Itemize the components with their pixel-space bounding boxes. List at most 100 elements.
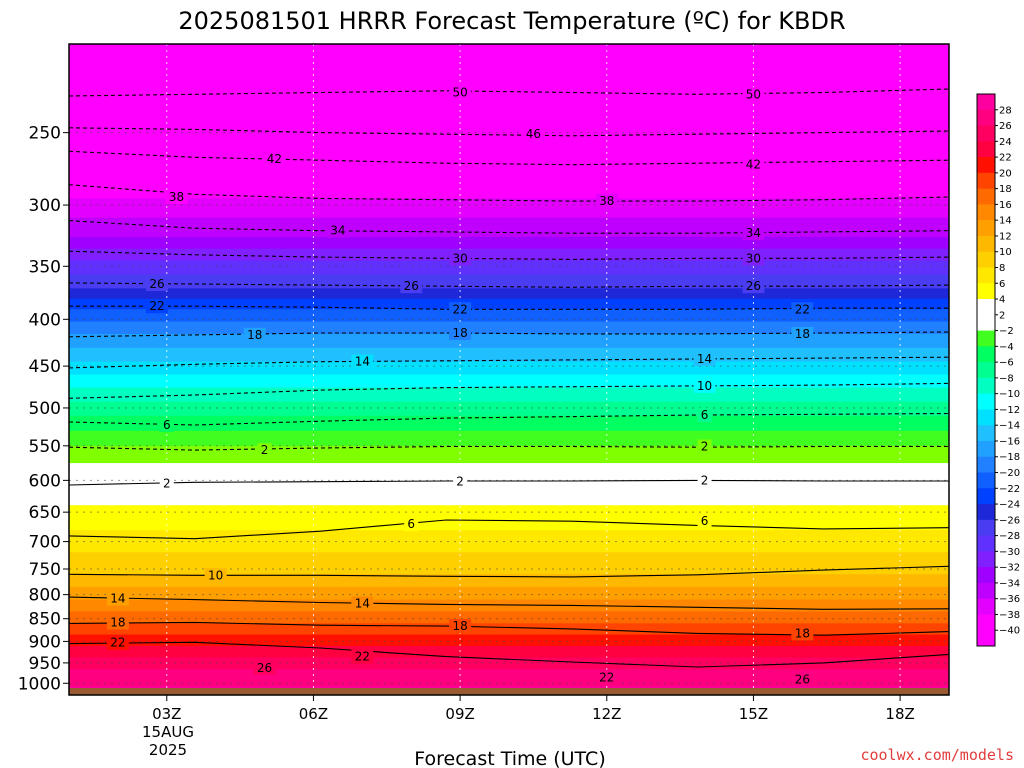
- temperature-band: [69, 451, 949, 458]
- ground-band: [69, 687, 949, 695]
- temperature-band: [69, 378, 949, 384]
- y-tick-label: 650: [29, 503, 61, 523]
- colorbar-frame: [976, 93, 996, 647]
- isotherm-label-bg: [253, 660, 276, 675]
- isotherm-label: 18: [110, 615, 125, 629]
- isotherm-label-bg: [449, 619, 472, 634]
- y-tick-label: 850: [29, 610, 61, 630]
- temperature-band: [69, 244, 949, 250]
- isotherm-line: [69, 479, 949, 486]
- temperature-band: [69, 90, 949, 101]
- colorbar-label: −34: [999, 578, 1020, 589]
- temperature-band: [69, 260, 949, 266]
- colorbar-label: −18: [999, 452, 1020, 463]
- isotherm-label: 22: [149, 299, 164, 313]
- temperature-band: [69, 480, 949, 490]
- temperature-band: [69, 44, 949, 54]
- isotherm-label: 18: [247, 328, 262, 342]
- temperature-band: [69, 603, 949, 609]
- temperature-band: [69, 682, 949, 687]
- temperature-band: [69, 396, 949, 403]
- temperature-band: [69, 352, 949, 358]
- y-tick-label: 550: [29, 437, 61, 457]
- isotherm-label-bg: [742, 279, 765, 294]
- temperature-band: [69, 591, 949, 596]
- colorbar-label: 2: [999, 310, 1005, 321]
- isotherm-label-bg: [693, 351, 716, 366]
- isotherm-label-bg: [595, 194, 618, 209]
- temperature-band: [69, 634, 949, 639]
- colorbar: 28 26 24 22 20 18 16 14 12 10 8 6 4 2 −2 −4 −6 −8 −10 −12 −1…: [976, 93, 1020, 647]
- temperature-band: [69, 224, 949, 232]
- colorbar-label: 26: [999, 121, 1012, 132]
- colorbar-swatch: [977, 267, 995, 284]
- colorbar-swatch: [977, 614, 995, 631]
- temperature-band: [69, 586, 949, 592]
- temperature-band: [69, 619, 949, 624]
- isotherm-label-bg: [351, 596, 374, 611]
- colorbar-label: −24: [999, 500, 1020, 511]
- isotherm-label: 14: [110, 592, 125, 606]
- chart-title: 2025081501 HRRR Forecast Temperature (ºC…: [178, 7, 845, 35]
- isotherm-label-bg: [146, 299, 168, 314]
- temperature-band: [69, 521, 949, 531]
- colorbar-label: −36: [999, 594, 1020, 605]
- x-axis: 03Z 06Z 09Z 12Z 15Z 18Z: [152, 695, 915, 723]
- colorbar-label: 10: [999, 247, 1012, 258]
- temperature-band: [69, 578, 949, 584]
- isotherm-label: 18: [795, 327, 810, 341]
- temperature-band: [69, 544, 949, 553]
- colorbar-label: −22: [999, 484, 1020, 495]
- temperature-band: [69, 513, 949, 523]
- colorbar-swatch: [977, 425, 995, 442]
- y-tick-label: 1000: [18, 674, 61, 694]
- y-tick-label: 400: [29, 310, 61, 330]
- y-tick-label: 350: [29, 257, 61, 277]
- colorbar-label: −2: [999, 326, 1014, 337]
- isotherm-label: 6: [163, 418, 171, 432]
- temperature-band: [69, 174, 949, 182]
- colorbar-swatch: [977, 109, 995, 126]
- temperature-band: [69, 142, 949, 149]
- x-tick-label: 09Z: [445, 705, 474, 723]
- temperature-band: [69, 211, 949, 219]
- colorbar-swatch: [977, 393, 995, 410]
- colorbar-swatch: [977, 504, 995, 521]
- temperature-band: [69, 158, 949, 164]
- y-tick-label: 450: [29, 357, 61, 377]
- temperature-band: [69, 370, 949, 376]
- temperature-band: [69, 420, 949, 427]
- isotherm-label-bg: [106, 591, 129, 606]
- temperature-band: [69, 365, 949, 371]
- temperature-band: [69, 279, 949, 285]
- y-tick-label: 500: [29, 399, 61, 419]
- temperature-band: [69, 121, 949, 128]
- isotherm-label: 26: [257, 661, 272, 675]
- temperature-band: [69, 147, 949, 154]
- colorbar-label: −32: [999, 563, 1020, 574]
- colorbar-swatch: [977, 299, 995, 316]
- isotherm-label: 14: [355, 355, 370, 369]
- isotherm-label-bg: [742, 251, 765, 266]
- temperature-band: [69, 204, 949, 212]
- isotherm-label: 2: [261, 443, 269, 457]
- isotherm-label-bg: [595, 670, 618, 685]
- temperature-band: [69, 445, 949, 453]
- isotherm-label: 2: [163, 477, 171, 491]
- colorbar-label: −8: [999, 373, 1014, 384]
- temperature-band: [69, 62, 949, 73]
- temperature-band: [69, 673, 949, 679]
- temperature-band: [69, 137, 949, 144]
- temperature-band: [69, 425, 949, 432]
- isotherm-label-bg: [697, 514, 712, 529]
- isotherm-label: 10: [208, 568, 223, 582]
- isotherm-label-bg: [693, 378, 716, 393]
- colorbar-label: −20: [999, 468, 1020, 479]
- isotherm-label: 50: [746, 87, 761, 101]
- isotherm-label: 22: [795, 302, 810, 316]
- temperature-band: [69, 566, 949, 575]
- isotherm-label-bg: [522, 127, 545, 142]
- temperature-band: [69, 463, 949, 470]
- temperature-band: [69, 302, 949, 307]
- isotherm-label-bg: [159, 476, 174, 491]
